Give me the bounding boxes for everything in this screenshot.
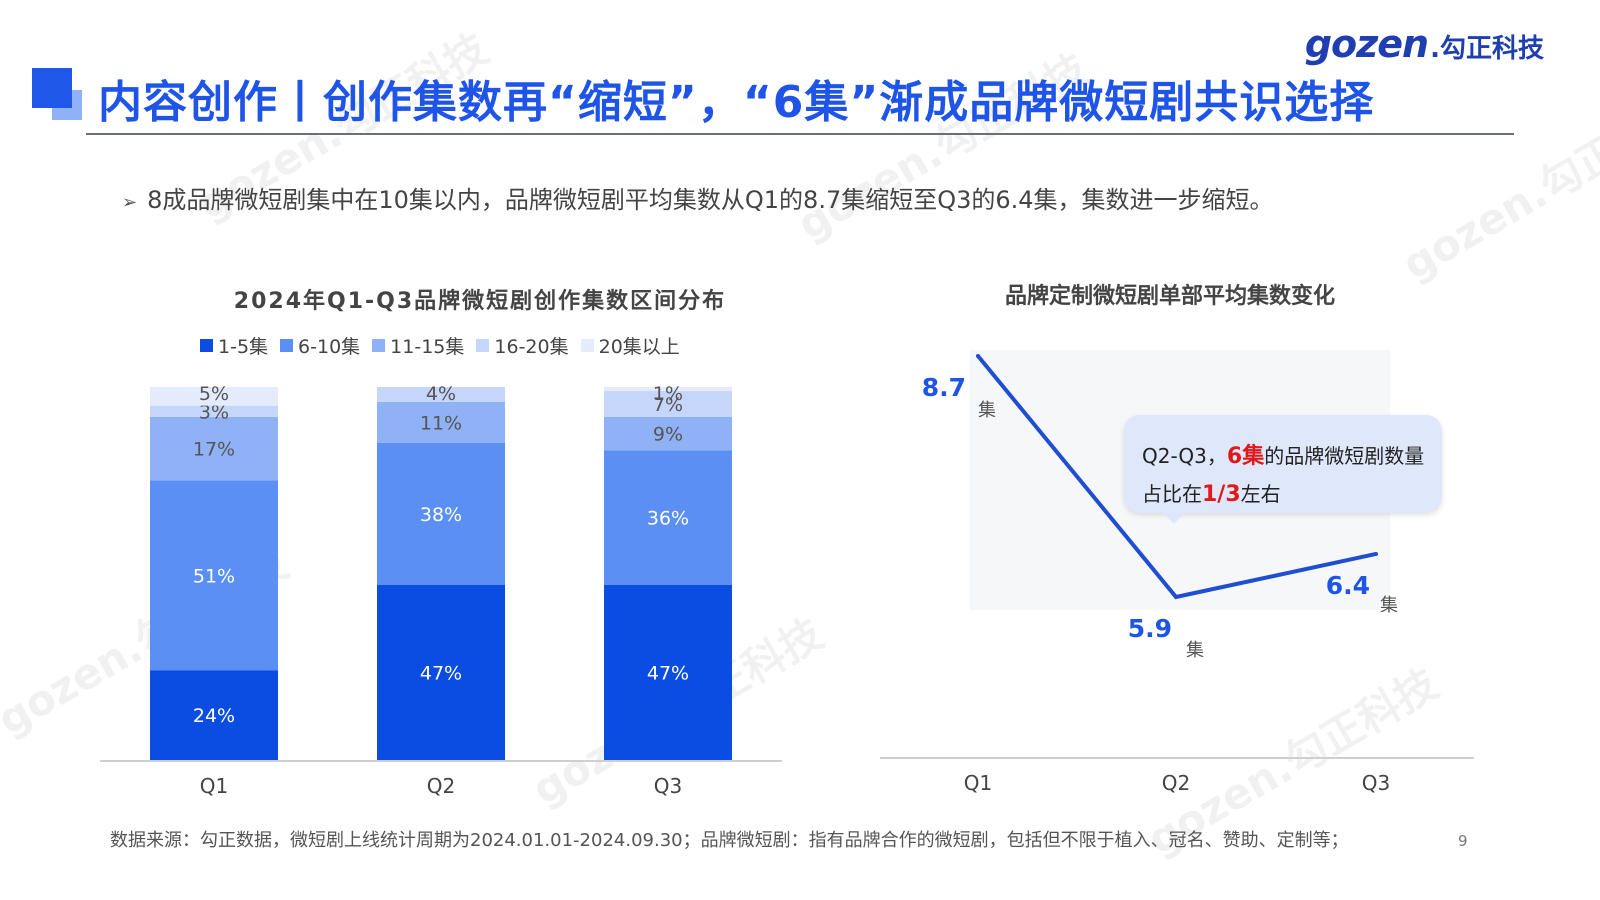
- page-title: 内容创作丨创作集数再“缩短”，“6集”渐成品牌微短剧共识选择: [98, 77, 1375, 128]
- legend-item: 1-5集: [200, 332, 268, 359]
- summary-bullet: ➢ 8成品牌微短剧集中在10集以内，品牌微短剧平均集数从Q1的8.7集缩短至Q3的…: [122, 180, 1274, 215]
- company-logo: gozen .勾正科技: [1305, 22, 1544, 66]
- bar-segment: [604, 450, 732, 585]
- title-marker: [32, 68, 72, 108]
- legend-item: 20集以上: [580, 332, 680, 359]
- callout-line-2: 占比在1/3左右: [1142, 478, 1281, 507]
- bar-value-label: 1%: [653, 383, 683, 405]
- bar-segment: [150, 387, 278, 406]
- x-tick-label: Q1: [200, 774, 228, 798]
- bullet-arrow-icon: ➢: [122, 192, 138, 213]
- legend-swatch: [280, 339, 294, 352]
- legend-item: 11-15集: [372, 332, 464, 359]
- legend-label: 1-5集: [218, 336, 269, 358]
- callout-text: 的品牌微短剧数量: [1264, 444, 1425, 468]
- bar-segment: [150, 405, 278, 417]
- point-unit-label: 集: [1380, 595, 1398, 616]
- legend-swatch: [580, 339, 594, 352]
- bar-value-label: 47%: [420, 662, 462, 684]
- callout-text: Q2-Q3，: [1142, 444, 1227, 468]
- stacked-chart-title: 2024年Q1-Q3品牌微短剧创作集数区间分布: [233, 289, 727, 314]
- bar-segment: [377, 401, 505, 443]
- bar-value-label: 47%: [647, 662, 689, 684]
- title-divider: [86, 133, 1514, 135]
- bar-value-label: 3%: [199, 402, 229, 424]
- legend-label: 16-20集: [494, 336, 569, 358]
- bar-segment: [604, 584, 732, 760]
- x-tick-label: Q2: [1162, 771, 1190, 795]
- bar-value-label: 17%: [193, 439, 235, 461]
- data-point: [976, 354, 980, 358]
- point-value-label: 8.7: [922, 373, 966, 402]
- legend-label: 20集以上: [598, 336, 680, 358]
- data-point: [1174, 595, 1178, 599]
- bar-value-label: 4%: [426, 383, 456, 405]
- legend-swatch: [476, 339, 490, 352]
- bar-value-label: 36%: [647, 508, 689, 530]
- point-unit-label: 集: [978, 400, 996, 421]
- x-tick-label: Q2: [427, 774, 455, 798]
- summary-text: 8成品牌微短剧集中在10集以内，品牌微短剧平均集数从Q1的8.7集缩短至Q3的6…: [147, 186, 1274, 214]
- annotation-callout: [1124, 415, 1442, 513]
- bar-segment: [604, 416, 732, 451]
- bar-segment: [377, 387, 505, 402]
- point-value-label: 6.4: [1326, 571, 1370, 600]
- legend-label: 11-15集: [390, 336, 465, 358]
- bar-segment: [150, 670, 278, 760]
- bar-value-label: 11%: [420, 412, 462, 434]
- x-tick-label: Q3: [654, 774, 682, 798]
- bar-value-label: 5%: [199, 383, 229, 405]
- callout-text: 左右: [1240, 482, 1281, 506]
- page-number: 9: [1458, 832, 1468, 850]
- bar-value-label: 51%: [193, 565, 235, 587]
- line-chart-title: 品牌定制微短剧单部平均集数变化: [1004, 284, 1335, 309]
- bar-value-label: 24%: [193, 705, 235, 727]
- legend-swatch: [372, 339, 386, 352]
- legend-swatch: [200, 339, 213, 352]
- bar-segment: [604, 390, 732, 417]
- legend-item: 6-10集: [280, 332, 360, 359]
- x-tick-label: Q1: [964, 771, 992, 795]
- bar-value-label: 7%: [653, 394, 683, 416]
- bar-segment: [150, 480, 278, 671]
- callout-pointer: [1160, 510, 1188, 524]
- bar-segment: [150, 416, 278, 481]
- callout-highlight: 6集: [1226, 444, 1265, 469]
- callout-highlight: 1/3: [1202, 482, 1241, 507]
- legend-label: 6-10集: [298, 336, 361, 358]
- point-unit-label: 集: [1186, 640, 1204, 661]
- bar-segment: [377, 584, 505, 760]
- bar-value-label: 38%: [420, 504, 462, 526]
- callout-line-1: Q2-Q3，6集的品牌微短剧数量: [1142, 438, 1424, 470]
- data-point: [1374, 551, 1378, 556]
- point-value-label: 5.9: [1128, 614, 1172, 643]
- stacked-bar-chart: 24% 51% 17% 3%5% Q1 47% 38% 11% 4% Q2 47% 36% 9% 7%1%…: [100, 383, 782, 798]
- bar-segment: [604, 387, 732, 391]
- bar-segment: [377, 442, 505, 585]
- logo-wordmark: gozen: [1304, 22, 1429, 66]
- logo-chinese: .勾正科技: [1430, 34, 1544, 64]
- data-source-note: 数据来源：勾正数据，微短剧上线统计周期为2024.01.01-2024.09.3…: [110, 830, 1349, 851]
- stacked-chart-legend: 1-5集 6-10集 11-15集 16-20集 20集以上: [200, 332, 680, 359]
- legend-item: 16-20集: [476, 332, 569, 359]
- x-tick-label: Q3: [1362, 771, 1390, 795]
- callout-text: 占比在: [1142, 482, 1202, 506]
- bar-value-label: 9%: [653, 424, 683, 446]
